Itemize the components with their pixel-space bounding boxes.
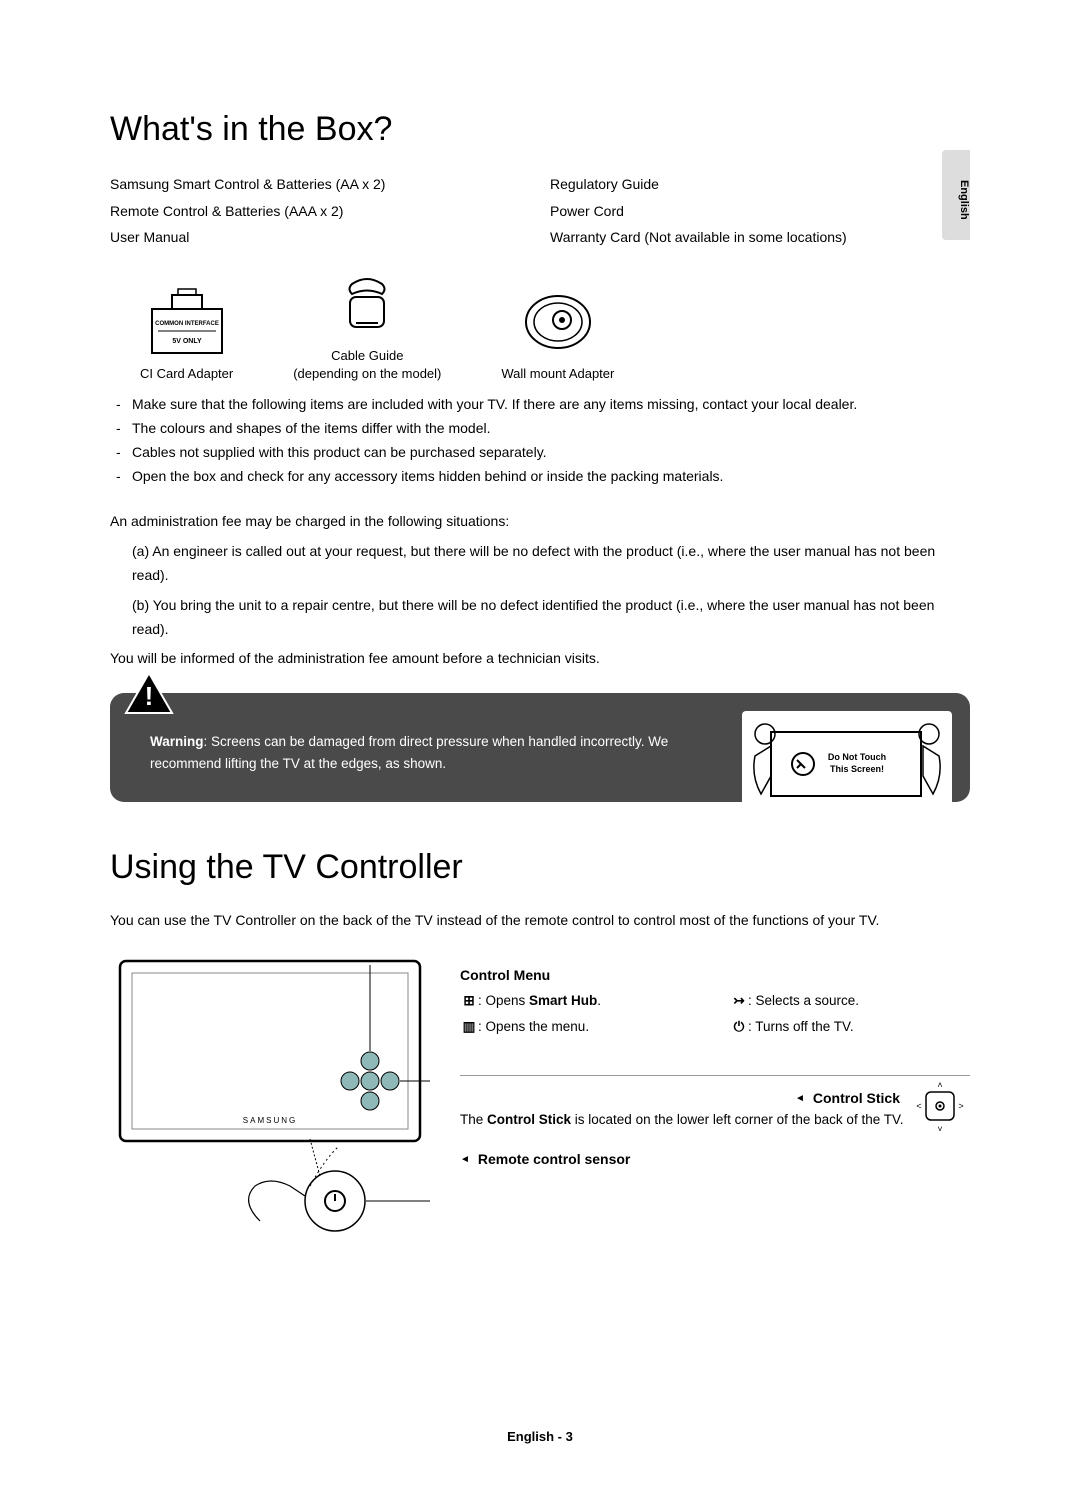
ci-card-adapter-icon: COMMON INTERFACE 5V ONLY	[142, 287, 232, 357]
cable-guide-icon	[332, 269, 402, 339]
control-menu-block: Control Menu ⊞: Opens Smart Hub. ↣: Sele…	[460, 967, 970, 1035]
box-item: Regulatory Guide	[550, 171, 970, 198]
box-contents-left: Samsung Smart Control & Batteries (AA x …	[110, 171, 530, 251]
control-menu-grid: ⊞: Opens Smart Hub. ↣: Selects a source.…	[460, 993, 970, 1035]
fee-out: You will be informed of the administrati…	[110, 647, 970, 671]
control-stick-text: The Control Stick is located on the lowe…	[460, 1112, 970, 1127]
warn-illus-l1: Do Not Touch	[828, 752, 886, 762]
box-item: Samsung Smart Control & Batteries (AA x …	[110, 171, 530, 198]
cable-guide-caption-sub: (depending on the model)	[293, 366, 441, 381]
fee-intro: An administration fee may be charged in …	[110, 510, 970, 534]
wall-mount-adapter-icon	[518, 287, 598, 357]
cable-guide-caption: Cable Guide (depending on the model)	[293, 347, 441, 383]
svg-text:˃: ˃	[958, 1101, 963, 1111]
warning-illustration: Do Not Touch This Screen!	[742, 711, 952, 816]
cable-guide-caption-main: Cable Guide	[331, 348, 403, 363]
accessory-icons-row: COMMON INTERFACE 5V ONLY CI Card Adapter…	[140, 269, 970, 383]
warning-body: : Screens can be damaged from direct pre…	[150, 734, 668, 771]
note-item: Open the box and check for any accessory…	[110, 465, 970, 489]
svg-text:˂: ˂	[916, 1101, 921, 1111]
svg-text:˅: ˅	[937, 1124, 942, 1134]
separator	[460, 1075, 970, 1076]
language-tab: English	[942, 150, 970, 240]
section1-title: What's in the Box?	[110, 110, 970, 149]
section2: Using the TV Controller You can use the …	[110, 848, 970, 1256]
warning-triangle-icon: !	[124, 671, 174, 715]
box-item: Warranty Card (Not available in some loc…	[550, 224, 970, 251]
svg-text:!: !	[145, 681, 154, 711]
svg-text:SAMSUNG: SAMSUNG	[243, 1116, 297, 1125]
page-footer: English - 3	[0, 1429, 1080, 1444]
warn-illus-l2: This Screen!	[830, 764, 884, 774]
box-contents-right: Regulatory Guide Power Cord Warranty Car…	[550, 171, 970, 251]
warning-text: Warning: Screens can be damaged from dir…	[150, 734, 668, 771]
note-item: The colours and shapes of the items diff…	[110, 417, 970, 441]
svg-text:˄: ˄	[937, 1080, 942, 1090]
menu-item-smarthub: ⊞: Opens Smart Hub.	[460, 993, 700, 1009]
note-item: Cables not supplied with this product ca…	[110, 441, 970, 465]
control-stick-heading-row: Control Stick	[460, 1090, 970, 1106]
notes-list: Make sure that the following items are i…	[110, 393, 970, 488]
svg-text:5V ONLY: 5V ONLY	[172, 338, 202, 345]
control-stick-block: Control Stick ˄ ˅ ˂ ˃ The Control Stick …	[460, 1090, 970, 1127]
section2-title: Using the TV Controller	[110, 848, 970, 887]
fee-b: (b) You bring the unit to a repair centr…	[110, 594, 970, 642]
box-item: Remote Control & Batteries (AAA x 2)	[110, 198, 530, 225]
fee-a: (a) An engineer is called out at your re…	[110, 540, 970, 588]
smarthub-icon: ⊞	[460, 993, 478, 1009]
power-icon: ⏻	[730, 1019, 748, 1035]
menu-item-source: ↣: Selects a source.	[730, 993, 970, 1009]
control-stick-icon: ˄ ˅ ˂ ˃	[910, 1076, 970, 1136]
section2-intro: You can use the TV Controller on the bac…	[110, 909, 970, 933]
warning-box: ! Warning: Screens can be damaged from d…	[110, 693, 970, 802]
box-item: Power Cord	[550, 198, 970, 225]
wall-mount-caption: Wall mount Adapter	[501, 365, 614, 383]
remote-sensor-block: Remote control sensor	[460, 1151, 970, 1167]
tv-diagram: SAMSUNG Control Menu	[110, 951, 970, 1256]
warning-bold: Warning	[150, 734, 204, 749]
control-menu-heading: Control Menu	[460, 967, 550, 983]
menu-item-menu: ▥: Opens the menu.	[460, 1019, 700, 1035]
source-icon: ↣	[730, 993, 748, 1009]
ci-card-adapter-cell: COMMON INTERFACE 5V ONLY CI Card Adapter	[140, 287, 233, 383]
box-item: User Manual	[110, 224, 530, 251]
control-stick-heading: Control Stick	[813, 1090, 900, 1106]
menu-item-power: ⏻: Turns off the TV.	[730, 1019, 970, 1035]
tv-labels: Control Menu ⊞: Opens Smart Hub. ↣: Sele…	[460, 951, 970, 1256]
tv-illustration: SAMSUNG	[110, 951, 430, 1256]
cable-guide-cell: Cable Guide (depending on the model)	[293, 269, 441, 383]
remote-sensor-heading: Remote control sensor	[478, 1151, 630, 1167]
wall-mount-cell: Wall mount Adapter	[501, 287, 614, 383]
ci-card-caption: CI Card Adapter	[140, 365, 233, 383]
svg-text:COMMON INTERFACE: COMMON INTERFACE	[155, 321, 219, 327]
box-contents-columns: Samsung Smart Control & Batteries (AA x …	[110, 171, 970, 251]
menu-icon: ▥	[460, 1019, 478, 1035]
note-item: Make sure that the following items are i…	[110, 393, 970, 417]
